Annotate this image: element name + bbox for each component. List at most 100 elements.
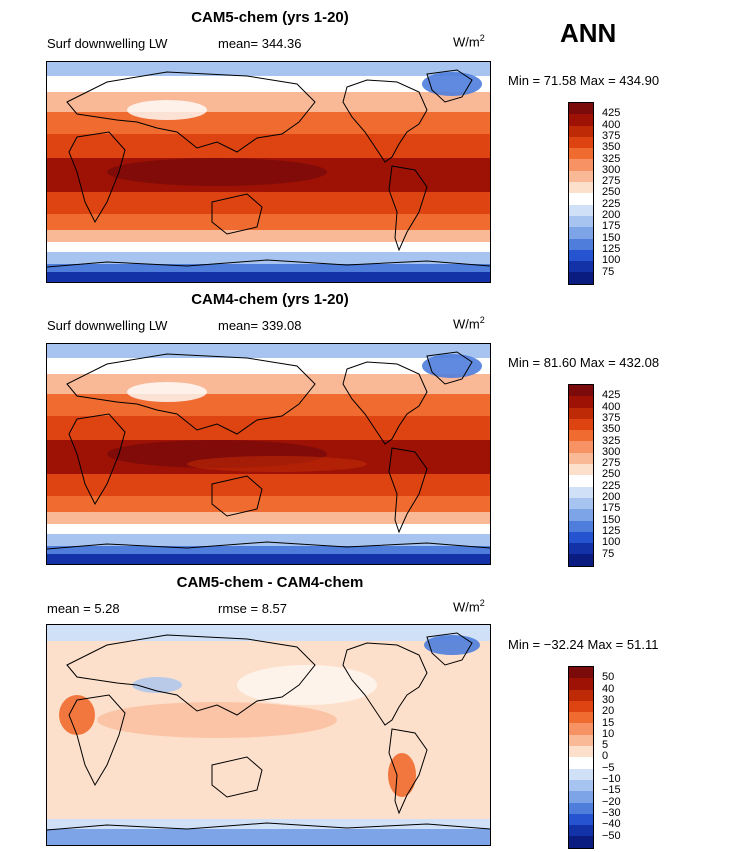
colorbar-tick-label: 50	[602, 671, 615, 684]
colorbar-tick-label: 10	[602, 727, 615, 740]
colorbar-swatch	[569, 148, 593, 160]
panel-3-rmse: rmse = 8.57	[218, 601, 288, 616]
colorbar-tick-label: 200	[602, 491, 621, 503]
map-band	[47, 76, 490, 92]
colorbar-tick-label: 75	[602, 547, 615, 560]
colorbar-tick-label: 350	[602, 423, 621, 436]
coastline	[211, 193, 263, 235]
map-field-blob	[424, 635, 480, 655]
map-field-blob	[107, 158, 327, 186]
season-label: ANN	[560, 18, 617, 48]
colorbar-tick-label: 425	[602, 107, 621, 120]
map-band	[47, 192, 490, 214]
colorbar-swatch	[569, 249, 593, 262]
colorbar-tick-label: 400	[602, 400, 621, 413]
coastline	[342, 79, 428, 163]
colorbar-swatch	[569, 802, 593, 814]
colorbar-tick-label: 100	[602, 536, 621, 549]
map-field-blob	[127, 100, 207, 120]
coastline	[68, 694, 126, 787]
panel-1-mean: mean= 344.36	[218, 36, 302, 51]
map-band	[47, 264, 490, 272]
colorbar-swatch	[569, 261, 593, 273]
map-field-blob	[422, 72, 482, 96]
colorbar-swatch	[569, 700, 593, 713]
colorbar-swatch	[569, 464, 593, 476]
colorbar-swatch	[569, 836, 593, 848]
colorbar-swatch	[569, 509, 593, 521]
map-band	[47, 344, 490, 358]
map-band	[47, 546, 490, 554]
colorbar-tick-label: 175	[602, 502, 621, 515]
map-band	[47, 819, 490, 829]
map-field-blob	[97, 702, 337, 738]
panel-3-minmax: Min = −32.24 Max = 51.11	[508, 637, 659, 652]
colorbar-tick-label: 250	[602, 186, 621, 199]
colorbar-tick-label: 40	[602, 682, 615, 695]
colorbar-swatch	[569, 136, 593, 149]
panel-3-title: CAM5-chem - CAM4-chem	[176, 574, 364, 591]
coastline	[426, 69, 473, 103]
colorbar-swatch	[569, 768, 593, 780]
colorbar-swatch	[569, 757, 593, 769]
colorbar-tick-label: 20	[602, 705, 615, 718]
map-band	[47, 554, 490, 564]
colorbar-tick-label: 375	[602, 129, 621, 142]
colorbar-tick-label: 300	[602, 445, 621, 458]
colorbar-swatch	[569, 103, 593, 115]
colorbar-tick-label: 375	[602, 411, 621, 424]
coastline	[66, 634, 316, 716]
map-field-blob	[237, 665, 377, 705]
colorbar-swatch	[569, 193, 593, 205]
colorbar-tick-label: −5	[602, 761, 615, 774]
colorbar-swatch	[569, 418, 593, 431]
map-band	[47, 805, 490, 819]
colorbar-tick-label: −15	[602, 784, 621, 797]
colorbar-tick-label: −40	[602, 818, 621, 831]
map-band	[47, 829, 490, 845]
colorbar-tick-label: 300	[602, 163, 621, 176]
colorbar-swatch	[569, 385, 593, 397]
panel-1-units: W/m2	[453, 33, 485, 50]
coastline	[211, 475, 263, 517]
coastline	[47, 259, 490, 268]
coastline	[426, 351, 473, 385]
coastline	[388, 447, 428, 534]
colorbar-tick-label: −10	[602, 773, 621, 785]
map-band	[47, 524, 490, 534]
colorbar-tick-label: 100	[602, 254, 621, 267]
colorbar-swatch	[569, 791, 593, 803]
colorbar-tick-label: 200	[602, 209, 621, 221]
colorbar-tick-label: 75	[602, 265, 615, 278]
map-band	[47, 496, 490, 512]
map-field-blob	[59, 695, 95, 735]
colorbar-swatch	[569, 475, 593, 487]
map-field-blob	[132, 677, 182, 693]
panel-2-variable: Surf downwelling LW	[47, 318, 168, 333]
colorbar-swatches	[568, 102, 594, 285]
colorbar-swatch	[569, 825, 593, 837]
panel-2-units: W/m2	[453, 315, 485, 332]
colorbar-tick-label: 125	[602, 242, 621, 255]
coastline	[47, 822, 490, 831]
map-band	[47, 474, 490, 496]
panel-3-units: W/m2	[453, 598, 485, 615]
colorbar-swatch	[569, 407, 593, 419]
colorbar-tick-label: −20	[602, 795, 621, 808]
colorbar-swatch	[569, 723, 593, 735]
map-band	[47, 272, 490, 282]
colorbar-swatch	[569, 678, 593, 690]
colorbar-tick-label: 15	[602, 716, 615, 729]
colorbar-swatch	[569, 813, 593, 826]
colorbar-swatch	[569, 114, 593, 126]
coastline	[342, 642, 428, 726]
map-band	[47, 242, 490, 252]
colorbar-tick-label: 400	[602, 118, 621, 131]
panel-2-mean: mean= 339.08	[218, 318, 302, 333]
colorbar-tick-label: 225	[602, 479, 621, 492]
panel-1-title: CAM5-chem (yrs 1-20)	[191, 9, 349, 26]
colorbar-swatch	[569, 170, 593, 183]
panel-1-minmax: Min = 71.58 Max = 434.90	[508, 73, 660, 88]
colorbar-swatch	[569, 531, 593, 544]
panel-1-variable: Surf downwelling LW	[47, 36, 168, 51]
